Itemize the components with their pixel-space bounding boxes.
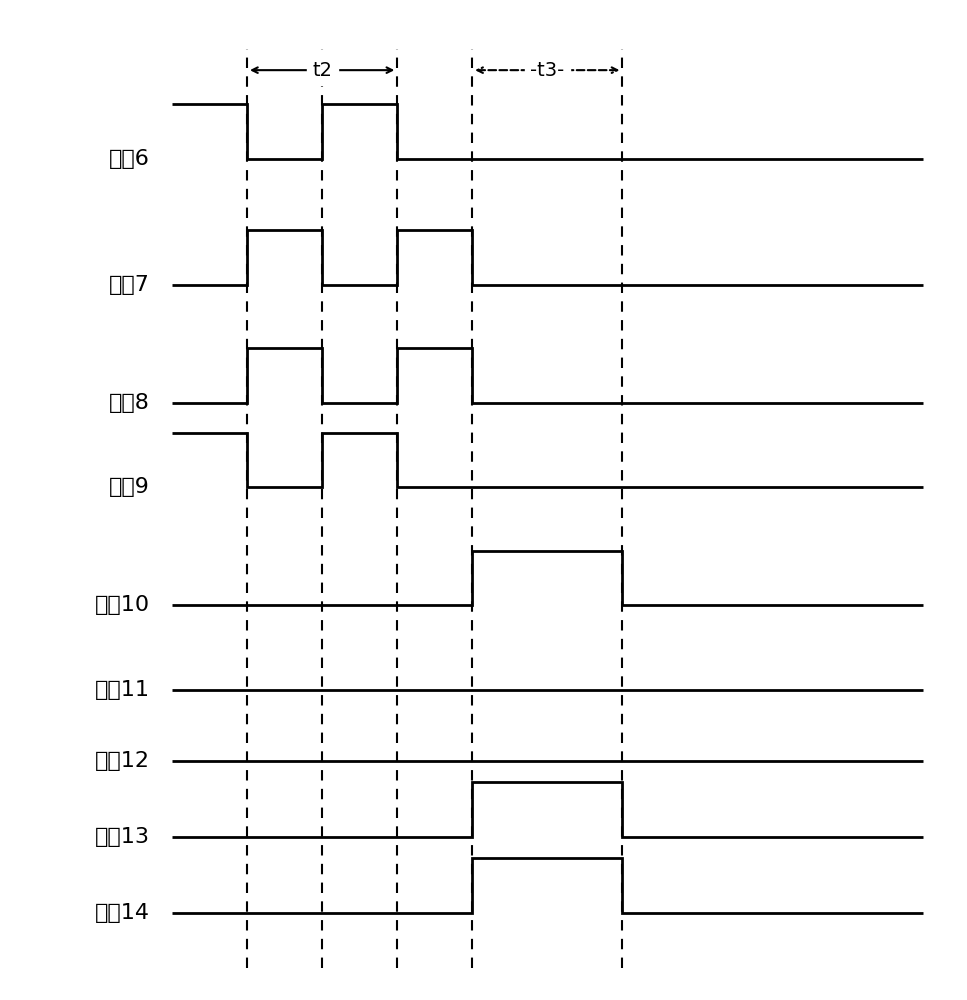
Text: -t3-: -t3- [530,61,565,80]
Text: 开关9: 开关9 [108,477,150,497]
Text: 开关8: 开关8 [108,393,150,413]
Text: 开儷11: 开儷11 [95,680,150,700]
Text: 开关6: 开关6 [108,149,150,169]
Text: 开儷10: 开儷10 [95,595,150,615]
Text: t2: t2 [312,61,332,80]
Text: 开儷12: 开儷12 [95,751,150,771]
Text: 开儷14: 开儷14 [95,903,150,923]
Text: 开儷13: 开儷13 [95,827,150,847]
Text: 开关7: 开关7 [108,275,150,295]
